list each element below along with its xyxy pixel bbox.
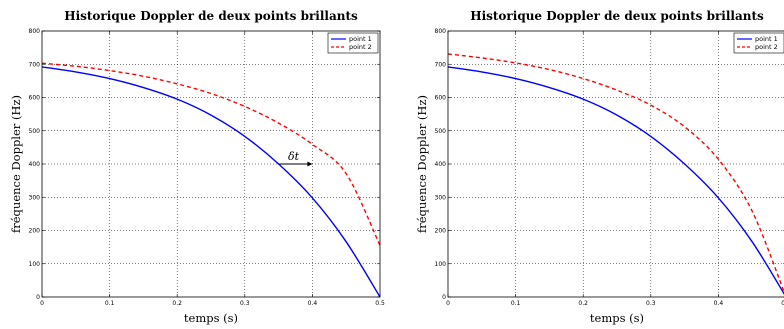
chart-panel-1: 0 0.1 0.2 0.3 0.4 0.5 0 100 200 300 400 500 600 700 80… xyxy=(9,9,385,325)
y-tick-label: 800 xyxy=(29,28,41,35)
y-axis-label: fréquence Doppler (Hz) xyxy=(415,95,429,233)
x-tick-label: 0.3 xyxy=(646,300,656,307)
y-tick-label: 0 xyxy=(442,294,446,301)
x-tick-label: 0.4 xyxy=(308,300,318,307)
legend-box xyxy=(733,32,784,54)
x-tick-label: 0.2 xyxy=(172,300,182,307)
x-tick-label: 0.3 xyxy=(240,300,250,307)
x-tick-label: 0 xyxy=(40,300,44,307)
y-tick-label: 800 xyxy=(435,28,447,35)
y-tick-label: 600 xyxy=(29,95,41,102)
legend-label-2: point 2 xyxy=(755,43,778,51)
x-tick-label: 0.1 xyxy=(105,300,115,307)
legend-label-1: point 1 xyxy=(349,35,372,43)
chart-panel-2: 0 0.1 0.2 0.3 0.4 0.5 0 100 200 300 400 500 600 700 80… xyxy=(415,9,784,325)
legend-label-2: point 2 xyxy=(349,43,372,51)
y-tick-label: 700 xyxy=(435,61,447,68)
series-line-1 xyxy=(41,66,381,298)
series-line-2 xyxy=(447,53,784,294)
series-line-2 xyxy=(41,62,381,246)
annotation-label: δt xyxy=(288,150,300,163)
y-tick-label: 0 xyxy=(36,294,40,301)
series-line-1 xyxy=(447,66,784,296)
y-tick-label: 400 xyxy=(435,161,447,168)
x-tick-label: 0.5 xyxy=(375,300,385,307)
y-tick-label: 400 xyxy=(29,161,41,168)
y-tick-label: 500 xyxy=(29,128,41,135)
y-axis-label: fréquence Doppler (Hz) xyxy=(9,95,23,233)
y-tick-label: 200 xyxy=(29,228,41,235)
x-axis-label: temps (s) xyxy=(184,311,238,325)
y-tick-label: 100 xyxy=(29,261,41,268)
x-tick-label: 0 xyxy=(446,300,450,307)
chart-title: Historique Doppler de deux points brilla… xyxy=(470,9,764,23)
y-tick-label: 300 xyxy=(435,194,447,201)
x-tick-label: 0.4 xyxy=(714,300,724,307)
chart-title: Historique Doppler de deux points brilla… xyxy=(64,9,358,23)
x-tick-label: 0.1 xyxy=(511,300,521,307)
y-tick-label: 300 xyxy=(29,194,41,201)
x-tick-label: 0.5 xyxy=(781,300,784,307)
y-tick-label: 700 xyxy=(29,61,41,68)
annotation-arrow-head xyxy=(307,161,313,167)
legend-label-1: point 1 xyxy=(755,35,778,43)
x-axis-label: temps (s) xyxy=(590,311,644,325)
y-tick-label: 600 xyxy=(435,95,447,102)
x-tick-label: 0.2 xyxy=(578,300,588,307)
y-tick-label: 200 xyxy=(435,228,447,235)
legend-box xyxy=(327,32,379,54)
y-tick-label: 100 xyxy=(435,261,447,268)
y-tick-label: 500 xyxy=(435,128,447,135)
